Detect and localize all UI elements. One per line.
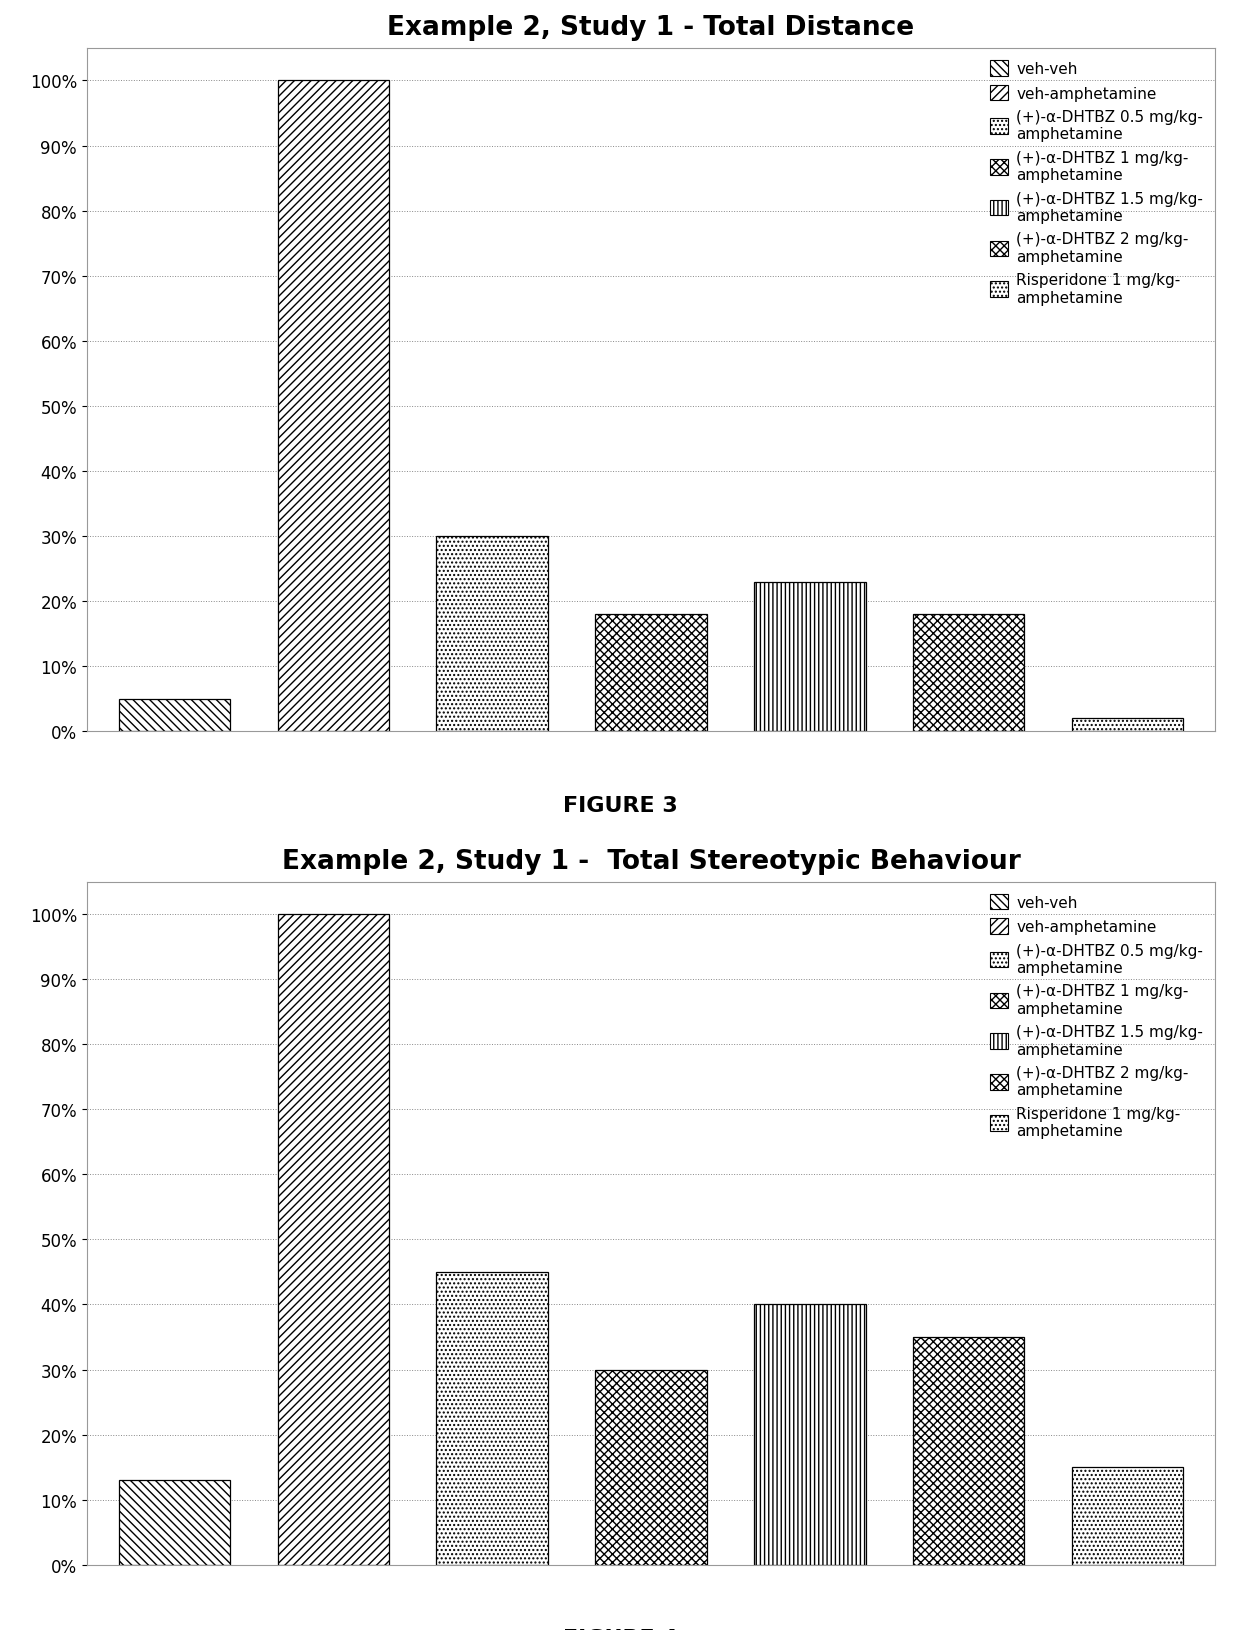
Text: FIGURE 4: FIGURE 4 — [563, 1628, 677, 1630]
Bar — [119, 699, 229, 732]
Bar — [754, 582, 866, 732]
Bar — [754, 1304, 866, 1565]
Bar — [278, 914, 389, 1565]
Bar — [436, 536, 548, 732]
Bar — [278, 82, 389, 732]
Bar — [913, 1337, 1024, 1565]
Text: FIGURE 3: FIGURE 3 — [563, 795, 677, 815]
Bar — [436, 1271, 548, 1565]
Bar — [595, 1369, 707, 1565]
Bar — [1073, 719, 1183, 732]
Bar — [595, 615, 707, 732]
Legend: veh-veh, veh-amphetamine, (+)-α-DHTBZ 0.5 mg/kg-
amphetamine, (+)-α-DHTBZ 1 mg/k: veh-veh, veh-amphetamine, (+)-α-DHTBZ 0.… — [986, 890, 1208, 1143]
Title: Example 2, Study 1 -  Total Stereotypic Behaviour: Example 2, Study 1 - Total Stereotypic B… — [281, 848, 1021, 874]
Legend: veh-veh, veh-amphetamine, (+)-α-DHTBZ 0.5 mg/kg-
amphetamine, (+)-α-DHTBZ 1 mg/k: veh-veh, veh-amphetamine, (+)-α-DHTBZ 0.… — [986, 57, 1208, 310]
Title: Example 2, Study 1 - Total Distance: Example 2, Study 1 - Total Distance — [387, 15, 915, 41]
Bar — [1073, 1467, 1183, 1565]
Bar — [119, 1480, 229, 1565]
Bar — [913, 615, 1024, 732]
